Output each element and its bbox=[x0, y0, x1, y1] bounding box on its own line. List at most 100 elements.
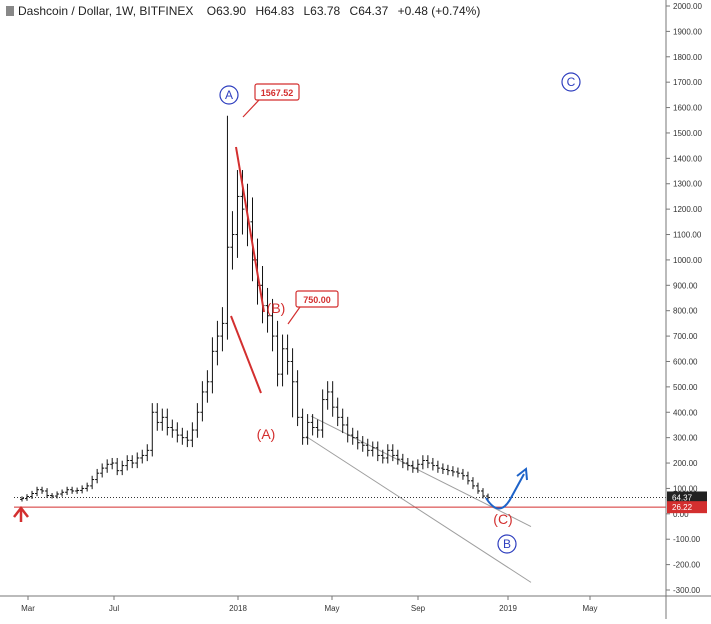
candle bbox=[420, 455, 425, 470]
candle bbox=[115, 457, 120, 476]
candle bbox=[60, 489, 65, 497]
price-tick-label: 1100.00 bbox=[673, 231, 702, 240]
support-price-tag: 26.22 bbox=[667, 501, 707, 514]
price-tick-label: 1400.00 bbox=[673, 154, 702, 163]
candle bbox=[270, 298, 275, 352]
candle bbox=[450, 466, 455, 477]
price-tick-label: 900.00 bbox=[673, 281, 698, 290]
candle bbox=[190, 422, 195, 448]
candle bbox=[25, 494, 30, 501]
support-price-tag-bg bbox=[667, 501, 707, 514]
candle bbox=[120, 460, 125, 476]
candle bbox=[45, 488, 50, 499]
last-price-tag-label: 64.37 bbox=[672, 493, 693, 502]
peak-callout: 1567.52 bbox=[242, 83, 300, 118]
candle bbox=[65, 486, 70, 495]
time-tick-label: Jul bbox=[109, 604, 119, 613]
price-tick-label: 700.00 bbox=[673, 332, 698, 341]
price-tick-label: -200.00 bbox=[673, 561, 701, 570]
wave-label-circled-c-text: C bbox=[567, 75, 576, 89]
candle bbox=[405, 457, 410, 471]
wave-label-circled-b: B bbox=[497, 534, 517, 554]
price-tick-label: 200.00 bbox=[673, 459, 698, 468]
candle bbox=[440, 463, 445, 474]
candle bbox=[140, 449, 145, 464]
price-tick-label: 800.00 bbox=[673, 307, 698, 316]
price-tick-label: 1600.00 bbox=[673, 104, 702, 113]
candle bbox=[105, 459, 110, 473]
wave-line-b-down bbox=[235, 146, 265, 313]
open-value: O63.90 bbox=[206, 4, 247, 18]
low-value: L63.78 bbox=[303, 4, 341, 18]
candle bbox=[435, 460, 440, 473]
candle bbox=[275, 320, 280, 387]
candle bbox=[335, 397, 340, 427]
candle bbox=[290, 348, 295, 418]
change-value: +0.48 (+0.74%) bbox=[397, 4, 481, 18]
channel-upper-line bbox=[310, 415, 532, 527]
candle bbox=[185, 430, 190, 448]
price-tick-label: -100.00 bbox=[673, 535, 701, 544]
high-value: H64.83 bbox=[255, 4, 295, 18]
candle bbox=[90, 475, 95, 490]
candle bbox=[225, 115, 230, 340]
candle bbox=[340, 408, 345, 434]
last-price-tag-bg bbox=[667, 491, 707, 504]
candle bbox=[155, 403, 160, 431]
candle bbox=[160, 408, 165, 431]
b-callout-label: 750.00 bbox=[303, 295, 331, 305]
price-tick-label: 1200.00 bbox=[673, 205, 702, 214]
last-price-tag: 64.37 bbox=[667, 491, 707, 504]
symbol-icon bbox=[6, 6, 14, 16]
arrow-head bbox=[13, 505, 29, 518]
candle bbox=[385, 444, 390, 464]
wave-label-circled-a-text: A bbox=[225, 88, 233, 102]
candle bbox=[80, 485, 85, 494]
time-tick-label: May bbox=[324, 604, 339, 613]
candle bbox=[355, 430, 360, 450]
candle bbox=[150, 403, 155, 457]
candle bbox=[280, 334, 285, 387]
candle bbox=[135, 452, 140, 469]
time-tick-label: May bbox=[582, 604, 597, 613]
peak-callout-pointer bbox=[242, 99, 260, 118]
chart-header: Dashcoin / Dollar, 1W, BITFINEX O63.90 H… bbox=[6, 4, 486, 18]
candle bbox=[305, 414, 310, 445]
price-tick-label: 1800.00 bbox=[673, 53, 702, 62]
candle bbox=[430, 457, 435, 471]
close-value: C64.37 bbox=[349, 4, 389, 18]
wave-label-paren-c: (C) bbox=[493, 511, 512, 527]
candle bbox=[480, 488, 485, 499]
price-tick-label: 1000.00 bbox=[673, 256, 702, 265]
candle bbox=[265, 287, 270, 333]
time-tick-label: 2018 bbox=[229, 604, 247, 613]
candle bbox=[165, 408, 170, 436]
time-tick-label: Sep bbox=[411, 604, 426, 613]
candle bbox=[175, 422, 180, 443]
time-tick-label: Mar bbox=[21, 604, 35, 613]
price-tick-label: 1500.00 bbox=[673, 129, 702, 138]
candle bbox=[75, 487, 80, 494]
candle bbox=[170, 419, 175, 438]
price-tick-label: -300.00 bbox=[673, 586, 701, 595]
wave-label-circled-a: A bbox=[219, 85, 239, 105]
wave-label-circled-b-ring bbox=[497, 534, 517, 554]
candle bbox=[350, 427, 355, 445]
price-tick-label: 1300.00 bbox=[673, 180, 702, 189]
candle bbox=[410, 460, 415, 473]
price-tick-label: 400.00 bbox=[673, 408, 698, 417]
price-tick-label: 2000.00 bbox=[673, 2, 702, 11]
wave-label-circled-b-text: B bbox=[503, 537, 511, 551]
candle bbox=[235, 170, 240, 258]
symbol-title: Dashcoin / Dollar, 1W, BITFINEX bbox=[18, 4, 194, 18]
price-tick-label: 600.00 bbox=[673, 357, 698, 366]
candle bbox=[200, 381, 205, 422]
candle bbox=[415, 459, 420, 473]
candle bbox=[110, 457, 115, 470]
wave-label-paren-a: (A) bbox=[257, 426, 276, 442]
candle bbox=[295, 370, 300, 427]
candle bbox=[315, 419, 320, 438]
candle bbox=[310, 414, 315, 436]
